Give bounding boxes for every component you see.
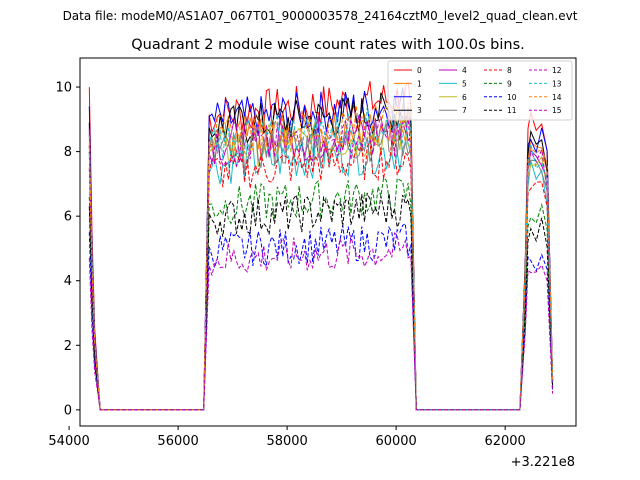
legend-label-2: 2 [417, 93, 422, 102]
legend-label-1: 1 [417, 79, 422, 88]
series-line-8 [88, 138, 554, 411]
series-line-11 [88, 192, 554, 411]
legend-label-12: 12 [552, 66, 562, 75]
y-tick-label: 0 [64, 403, 72, 418]
y-tick-label: 2 [64, 339, 72, 354]
x-tick-label: 56000 [157, 434, 198, 449]
plot-area [88, 80, 554, 411]
figure-suptitle: Data file: modeM0/AS1A07_067T01_90000035… [63, 9, 578, 23]
chart-title: Quadrant 2 module wise count rates with … [131, 37, 525, 53]
series-line-6 [88, 115, 554, 411]
legend-label-13: 13 [552, 79, 562, 88]
legend-label-8: 8 [507, 66, 512, 75]
legend-label-3: 3 [417, 106, 422, 115]
series-line-15 [88, 232, 554, 411]
legend-label-4: 4 [462, 66, 467, 75]
x-axis-offset-label: +3.221e8 [511, 455, 575, 470]
series-line-5 [88, 132, 554, 411]
legend-label-14: 14 [552, 93, 562, 102]
x-tick-label: 60000 [375, 434, 416, 449]
series-line-2 [88, 87, 554, 411]
legend-label-11: 11 [507, 106, 517, 115]
x-tick-label: 58000 [266, 434, 307, 449]
y-tick-label: 6 [64, 210, 72, 225]
legend-label-0: 0 [417, 66, 422, 75]
legend-label-9: 9 [507, 79, 512, 88]
series-line-10 [88, 222, 554, 411]
legend-label-6: 6 [462, 93, 467, 102]
y-tick-label: 8 [64, 145, 72, 160]
y-tick-label: 4 [64, 274, 72, 289]
x-tick-label: 62000 [484, 434, 525, 449]
x-tick-label: 54000 [48, 434, 89, 449]
legend-label-5: 5 [462, 79, 467, 88]
series-line-9 [88, 176, 554, 411]
series-line-14 [88, 101, 554, 411]
series-line-3 [88, 92, 554, 411]
series-line-13 [88, 107, 554, 411]
y-tick-label: 10 [55, 81, 72, 96]
series-line-12 [88, 116, 554, 411]
axes-frame [79, 57, 577, 427]
legend-label-15: 15 [552, 106, 562, 115]
series-line-7 [88, 118, 554, 411]
legend-label-7: 7 [462, 106, 467, 115]
legend-box [387, 60, 573, 121]
legend-label-10: 10 [507, 93, 517, 102]
